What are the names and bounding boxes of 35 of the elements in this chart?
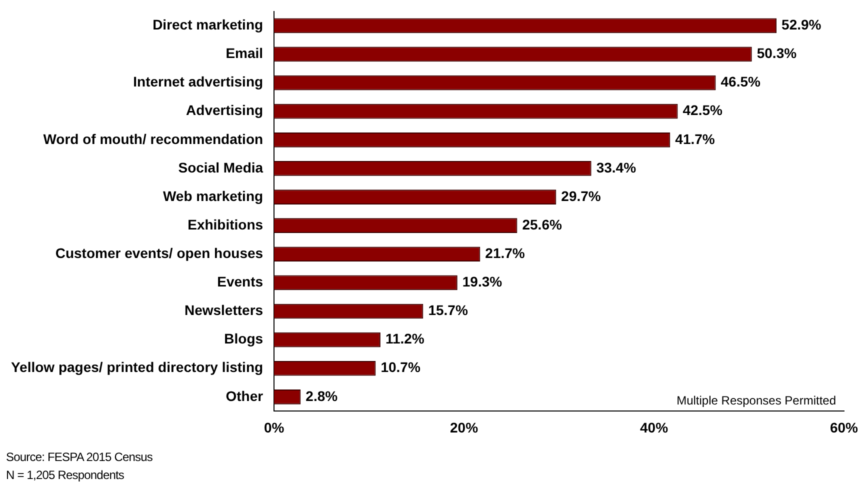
y-tick-label: Yellow pages/ printed directory listing [10,359,264,376]
y-tick-label: Customer events/ open houses [55,244,264,261]
data-label: 29.7% [561,188,602,204]
y-tick-label: Newsletters [184,302,264,318]
y-tick-label: Social Media [178,159,264,176]
data-label: 19.3% [462,274,503,290]
x-tick-label: 40% [640,419,669,436]
data-label: 10.7% [380,359,421,376]
x-tick-label: 0% [264,419,285,436]
data-label: 11.2% [385,330,425,347]
data-label: 15.7% [428,302,468,318]
data-label: 2.8% [306,388,338,404]
data-label: 21.7% [485,244,526,261]
y-tick-label: Email [226,45,264,62]
data-label: 46.5% [720,74,762,90]
y-tick-label: Direct marketing [152,16,264,33]
y-tick-label: Other [226,388,264,404]
data-label: 52.9% [782,16,822,33]
annotation: Multiple Responses Permitted [676,394,836,408]
y-tick-label: Word of mouth/ recommendation [43,130,264,147]
source-note: Source: FESPA 2015 Census [6,449,153,466]
y-tick-label: Web marketing [162,188,264,204]
y-tick-label: Advertising [186,102,264,118]
data-label: 25.6% [522,216,562,232]
y-tick-label: Internet advertising [133,74,264,90]
y-tick-label: Events [217,274,264,290]
data-label: 42.5% [682,102,724,118]
data-label: 41.7% [675,130,716,147]
data-label: 33.4% [596,159,637,176]
data-label: 50.3% [756,45,798,62]
y-tick-label: Blogs [224,330,264,347]
y-tick-label: Exhibitions [188,216,264,232]
x-tick-label: 20% [450,419,479,436]
text: N = 1,205 Respondents [6,467,126,484]
x-tick-label: 60% [830,419,859,436]
